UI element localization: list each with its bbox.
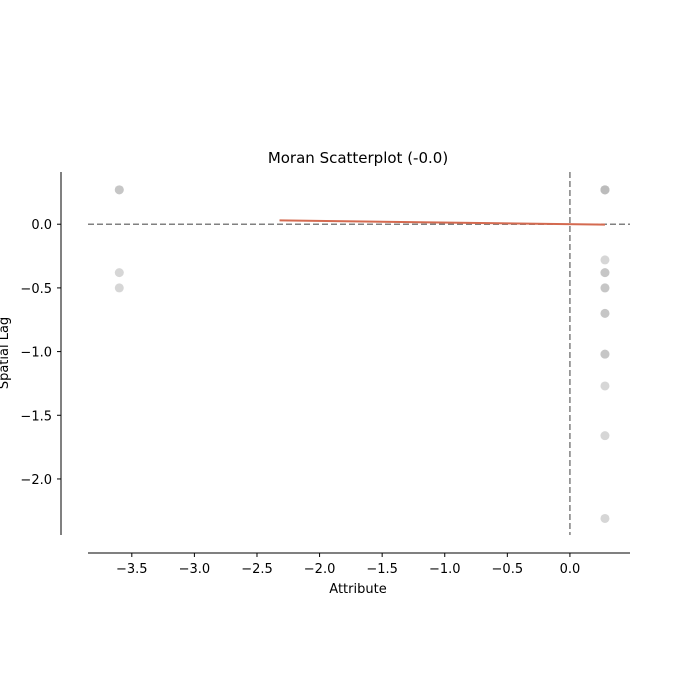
scatter-point <box>600 283 610 293</box>
regression-fit <box>279 219 605 226</box>
scatter-point <box>114 185 124 195</box>
x-tick-label: 0.0 <box>560 562 581 577</box>
x-tick-label: −1.0 <box>429 562 461 577</box>
scatter-point <box>114 283 124 293</box>
scatter-point <box>600 513 610 523</box>
y-tick-label: −1.5 <box>20 409 52 424</box>
x-axis-label: Attribute <box>329 582 386 597</box>
y-axis-label: Spatial Lag <box>0 317 12 389</box>
scatter-point <box>114 268 124 278</box>
y-tick-label: −0.5 <box>20 282 52 297</box>
x-tick-label: −1.5 <box>366 562 398 577</box>
x-tick-label: −2.5 <box>241 562 273 577</box>
y-tick-label: −1.0 <box>20 346 52 361</box>
x-tick-label: −2.0 <box>304 562 336 577</box>
scatter-point <box>600 308 610 318</box>
x-tick-label: −3.5 <box>116 562 148 577</box>
fit-line <box>279 219 605 226</box>
scatter-point <box>600 381 610 391</box>
scatter-point <box>600 185 610 195</box>
x-tick-label: −3.0 <box>179 562 211 577</box>
x-tick-label: −0.5 <box>492 562 524 577</box>
y-tick-label: 0.0 <box>31 218 52 233</box>
scatter-points <box>114 185 610 523</box>
scatter-point <box>600 268 610 278</box>
reference-lines <box>88 172 630 535</box>
scatter-point <box>600 349 610 359</box>
scatter-point <box>600 255 610 265</box>
y-tick-label: −2.0 <box>20 473 52 488</box>
axes: −3.5 −3.0 −2.5 −2.0 −1.5 −1.0 −0.5 0.0 0.0 −0.5 −1… <box>20 172 630 577</box>
scatter-point <box>600 431 610 441</box>
chart-title: Moran Scatterplot (-0.0) <box>268 149 448 167</box>
